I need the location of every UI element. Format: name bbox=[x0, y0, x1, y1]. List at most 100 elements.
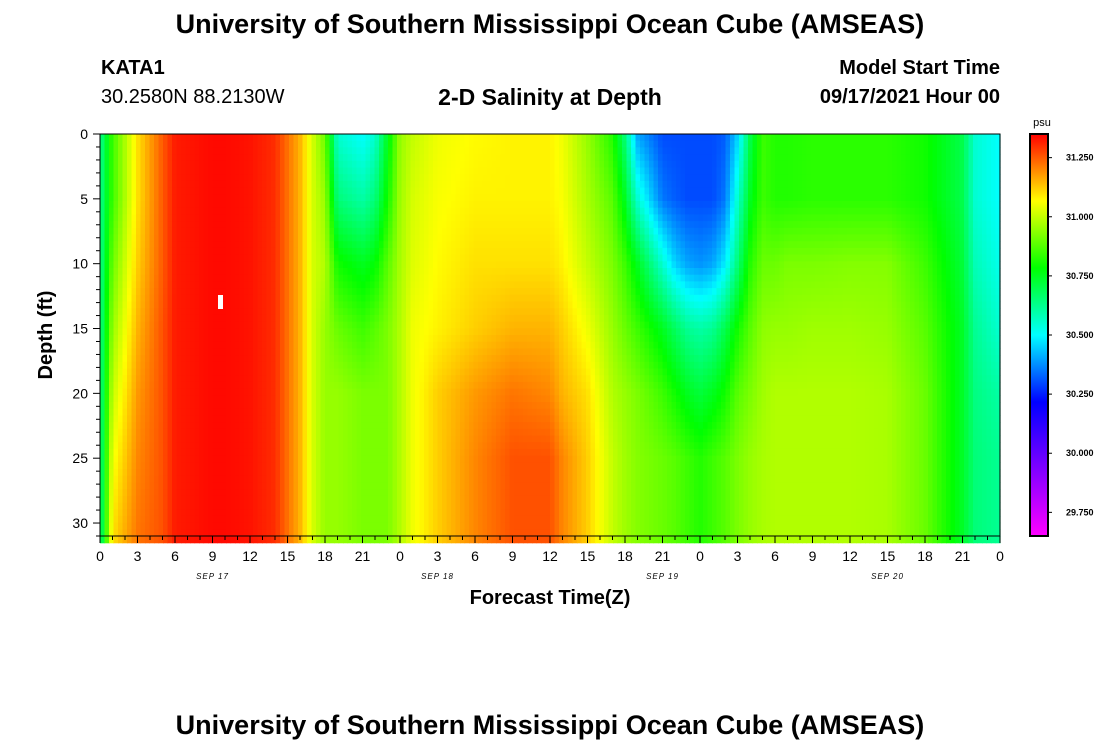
heatmap-cell bbox=[392, 268, 398, 276]
heatmap-cell bbox=[167, 221, 173, 229]
heatmap-cell bbox=[442, 529, 448, 537]
heatmap-cell bbox=[100, 328, 106, 336]
heatmap-cell bbox=[140, 489, 146, 497]
heatmap-cell bbox=[158, 227, 164, 236]
heatmap-cell bbox=[127, 502, 133, 510]
heatmap-cell bbox=[181, 187, 187, 195]
heatmap-cell bbox=[140, 234, 146, 242]
heatmap-cell bbox=[221, 495, 227, 504]
heatmap-cell bbox=[266, 160, 272, 169]
heatmap-cell bbox=[176, 375, 182, 383]
heatmap-cell bbox=[172, 321, 178, 329]
heatmap-cell bbox=[158, 268, 164, 276]
heatmap-cell bbox=[172, 214, 178, 222]
heatmap-cell bbox=[329, 455, 335, 463]
heatmap-cell bbox=[127, 268, 133, 276]
heatmap-cell bbox=[392, 180, 398, 189]
heatmap-cell bbox=[406, 288, 412, 296]
heatmap-cell bbox=[194, 328, 200, 336]
heatmap-cell bbox=[460, 268, 466, 276]
heatmap-cell bbox=[163, 294, 169, 303]
heatmap-cell bbox=[203, 348, 209, 356]
heatmap-cell bbox=[401, 462, 407, 470]
heatmap-cell bbox=[388, 227, 394, 236]
heatmap-cell bbox=[343, 529, 349, 537]
heatmap-cell bbox=[127, 281, 133, 289]
heatmap-cell bbox=[298, 482, 304, 490]
heatmap-cell bbox=[145, 288, 151, 296]
heatmap-cell bbox=[140, 395, 146, 403]
heatmap-cell bbox=[104, 201, 110, 209]
heatmap-cell bbox=[221, 335, 227, 343]
heatmap-cell bbox=[379, 314, 385, 323]
heatmap-cell bbox=[199, 361, 205, 370]
heatmap-cell bbox=[406, 529, 412, 537]
heatmap-cell bbox=[104, 502, 110, 510]
heatmap-cell bbox=[275, 355, 281, 363]
heatmap-cell bbox=[271, 515, 277, 524]
heatmap-cell bbox=[406, 134, 412, 142]
heatmap-cell bbox=[392, 422, 398, 430]
heatmap-cell bbox=[248, 482, 254, 490]
heatmap-cell bbox=[271, 308, 277, 316]
heatmap-cell bbox=[280, 167, 286, 175]
heatmap-cell bbox=[388, 187, 394, 195]
heatmap-cell bbox=[316, 502, 322, 510]
heatmap-cell bbox=[239, 314, 245, 323]
heatmap-cell bbox=[244, 455, 250, 463]
heatmap-cell bbox=[248, 227, 254, 236]
heatmap-cell bbox=[379, 408, 385, 416]
heatmap-cell bbox=[136, 348, 142, 356]
heatmap-cell bbox=[253, 154, 259, 162]
heatmap-cell bbox=[311, 388, 317, 396]
heatmap-cell bbox=[203, 529, 209, 537]
heatmap-cell bbox=[158, 194, 164, 202]
heatmap-cell bbox=[104, 495, 110, 504]
heatmap-cell bbox=[194, 254, 200, 262]
heatmap-cell bbox=[284, 281, 290, 289]
heatmap-cell bbox=[118, 455, 124, 463]
heatmap-cell bbox=[361, 174, 367, 182]
heatmap-cell bbox=[136, 522, 142, 530]
heatmap-cell bbox=[154, 134, 160, 142]
heatmap-cell bbox=[172, 261, 178, 269]
heatmap-cell bbox=[379, 381, 385, 390]
heatmap-cell bbox=[379, 529, 385, 537]
heatmap-cell bbox=[356, 268, 362, 276]
heatmap-cell bbox=[217, 368, 223, 376]
heatmap-cell bbox=[410, 201, 416, 209]
heatmap-cell bbox=[208, 395, 214, 403]
heatmap-cell bbox=[338, 495, 344, 504]
heatmap-cell bbox=[356, 529, 362, 537]
heatmap-cell bbox=[415, 174, 421, 182]
heatmap-cell bbox=[397, 194, 403, 202]
heatmap-cell bbox=[163, 348, 169, 356]
heatmap-cell bbox=[293, 328, 299, 336]
heatmap-cell bbox=[451, 435, 457, 443]
heatmap-cell bbox=[140, 355, 146, 363]
heatmap-cell bbox=[127, 241, 133, 249]
heatmap-cell bbox=[172, 328, 178, 336]
heatmap-cell bbox=[185, 335, 191, 343]
heatmap-cell bbox=[379, 509, 385, 517]
heatmap-cell bbox=[446, 268, 452, 276]
heatmap-cell bbox=[352, 134, 358, 142]
heatmap-cell bbox=[104, 227, 110, 236]
heatmap-cell bbox=[190, 455, 196, 463]
heatmap-cell bbox=[253, 134, 259, 142]
heatmap-cell bbox=[266, 448, 272, 457]
heatmap-cell bbox=[401, 482, 407, 490]
heatmap-cell bbox=[118, 214, 124, 222]
heatmap-cell bbox=[442, 221, 448, 229]
heatmap-cell bbox=[415, 167, 421, 175]
heatmap-cell bbox=[100, 515, 106, 524]
heatmap-cell bbox=[338, 442, 344, 450]
heatmap-cell bbox=[257, 274, 263, 282]
heatmap-cell bbox=[374, 274, 380, 282]
heatmap-cell bbox=[104, 448, 110, 457]
heatmap-cell bbox=[149, 388, 155, 396]
heatmap-cell bbox=[410, 167, 416, 175]
heatmap-cell bbox=[163, 509, 169, 517]
heatmap-cell bbox=[185, 482, 191, 490]
heatmap-cell bbox=[158, 341, 164, 349]
